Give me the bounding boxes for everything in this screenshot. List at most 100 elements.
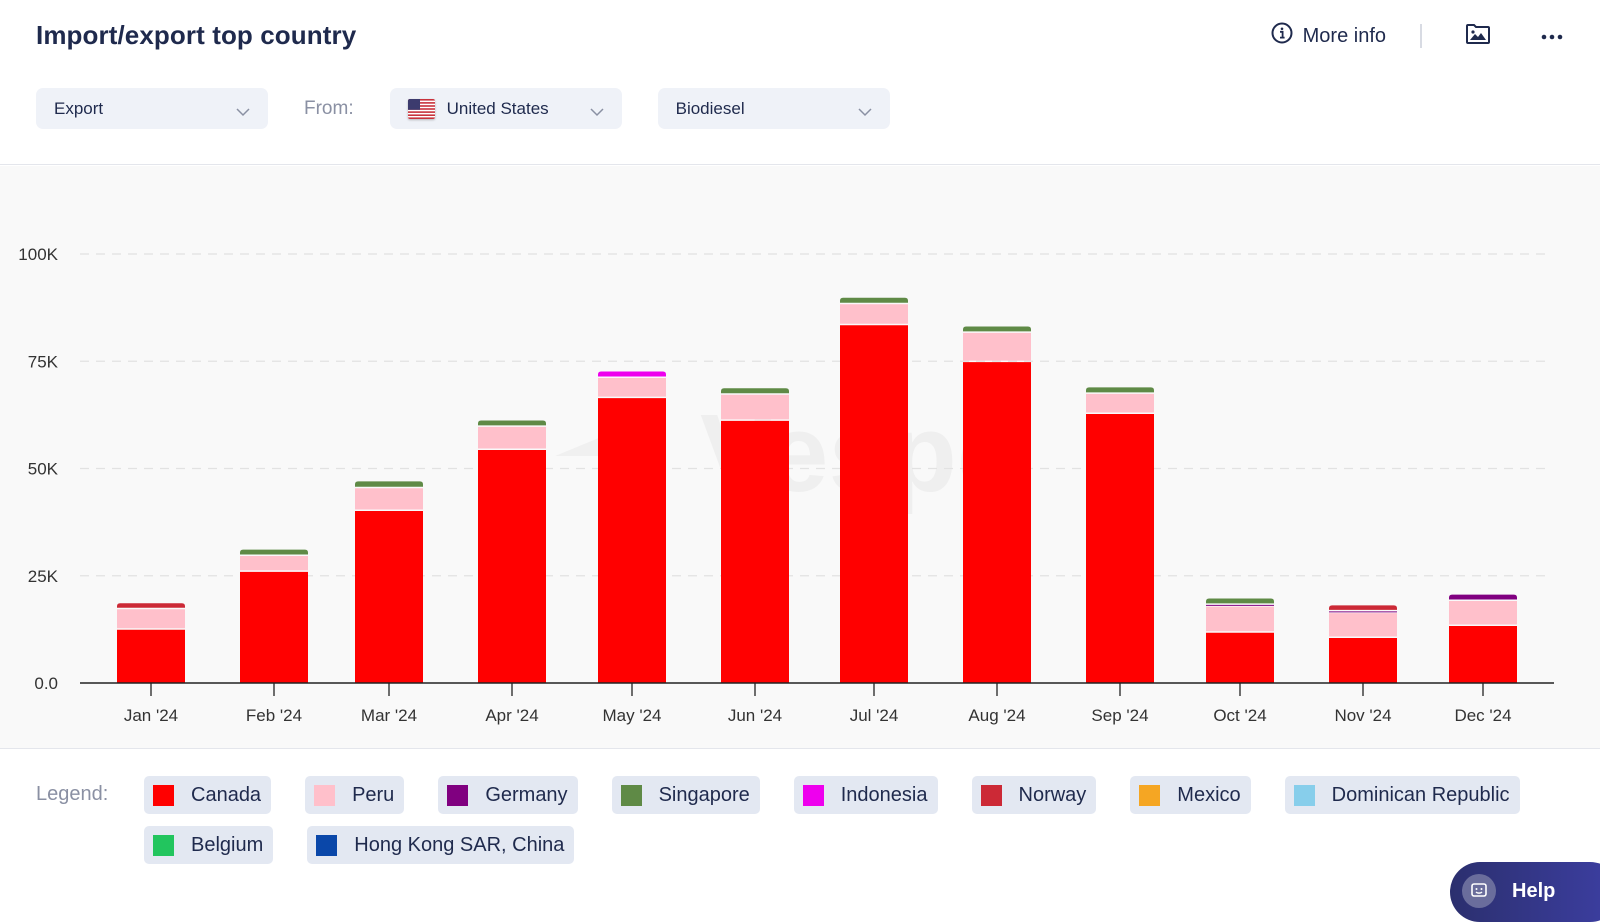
bar-segment — [840, 304, 908, 324]
y-tick-label: 50K — [28, 460, 59, 479]
more-info-button[interactable]: More info — [1271, 22, 1386, 50]
legend-item[interactable]: Peru — [305, 776, 405, 814]
bar-segment — [963, 362, 1031, 683]
legend-swatch — [620, 784, 642, 806]
info-circle-icon — [1271, 22, 1293, 50]
legend-swatch — [314, 784, 336, 806]
bar-segment — [1449, 594, 1517, 600]
bar-segment — [963, 326, 1031, 332]
bar-segment — [1206, 604, 1274, 606]
legend-item[interactable]: Dominican Republic — [1284, 776, 1520, 814]
legend-item[interactable]: Singapore — [611, 776, 760, 814]
x-tick-label: Feb '24 — [246, 706, 302, 725]
filter-bar: Export From: United States Biodiesel — [36, 88, 890, 129]
product-value: Biodiesel — [675, 98, 745, 118]
x-tick-label: May '24 — [603, 706, 662, 725]
export-image-button[interactable] — [1460, 18, 1496, 54]
legend-item-label: Germany — [485, 783, 568, 806]
bar-segment — [240, 571, 308, 683]
bar-segment — [1329, 605, 1397, 610]
bar-segment — [840, 325, 908, 683]
bar-segment — [478, 426, 546, 449]
bar-segment — [1206, 598, 1274, 604]
bar-segment — [721, 388, 789, 394]
more-options-button[interactable] — [1534, 18, 1570, 54]
legend-swatch — [316, 834, 338, 856]
bar-segment — [355, 510, 423, 683]
bar-segment — [1329, 611, 1397, 613]
bar-segment — [117, 603, 185, 608]
y-tick-label: 100K — [18, 245, 58, 264]
bar-segment — [1086, 414, 1154, 683]
legend-item[interactable]: Mexico — [1130, 776, 1251, 814]
bar-segment — [963, 332, 1031, 361]
legend-swatch — [153, 834, 174, 856]
legend-label: Legend: — [36, 783, 109, 805]
bar-segment — [1449, 601, 1517, 625]
chevron-down-icon — [590, 102, 604, 122]
legend-swatch — [1293, 784, 1315, 806]
bar-segment — [721, 420, 789, 683]
legend-item[interactable]: Hong Kong SAR, China — [307, 826, 575, 864]
x-tick-label: Aug '24 — [968, 706, 1025, 725]
legend-item-label: Peru — [352, 783, 395, 806]
bar-segment — [1086, 387, 1154, 393]
bar-segment — [117, 629, 185, 683]
legend-swatch — [802, 784, 824, 806]
legend-item-label: Canada — [191, 783, 262, 806]
legend-item-label: Norway — [1018, 783, 1087, 806]
bar-segment — [355, 481, 423, 487]
legend-items: Canada Peru Germany Singapore Indonesia Norwa… — [144, 776, 1564, 864]
x-tick-label: Mar '24 — [361, 706, 417, 725]
legend-item-label: Mexico — [1177, 783, 1241, 806]
y-tick-label: 75K — [28, 352, 59, 371]
more-info-label: More info — [1302, 24, 1386, 47]
bar-segment — [478, 420, 546, 426]
x-tick-label: Jun '24 — [728, 706, 782, 725]
country-value: United States — [446, 98, 549, 118]
legend-swatch — [1139, 784, 1161, 806]
bar-segment — [1206, 632, 1274, 683]
widget-header: Import/export top country More info Expo… — [0, 0, 1600, 165]
legend-item-label: Indonesia — [840, 783, 928, 806]
x-tick-label: Jul '24 — [850, 706, 899, 725]
bar-segment — [721, 394, 789, 420]
image-folder-icon — [1465, 23, 1491, 50]
from-label: From: — [304, 97, 354, 119]
bar-segment — [240, 549, 308, 555]
bar-segment — [478, 450, 546, 683]
header-actions: More info — [1271, 18, 1570, 54]
chevron-down-icon — [236, 102, 250, 122]
us-flag-icon — [407, 98, 435, 119]
help-button[interactable]: Help — [1450, 862, 1600, 922]
direction-select[interactable]: Export — [36, 88, 268, 129]
legend-item[interactable]: Indonesia — [793, 776, 938, 814]
bar-segment — [598, 377, 666, 397]
bar-segment — [355, 488, 423, 510]
bar-segment — [1206, 606, 1274, 632]
direction-value: Export — [54, 98, 104, 118]
legend-item-label: Dominican Republic — [1331, 783, 1510, 806]
x-tick-label: Oct '24 — [1213, 706, 1266, 725]
legend-swatch — [447, 784, 469, 806]
legend: Legend: Canada Peru Germany Singapore Indone… — [0, 750, 1600, 902]
widget-title: Import/export top country — [36, 20, 357, 50]
bar-segment — [840, 297, 908, 303]
bar-segment — [1086, 393, 1154, 413]
product-select[interactable]: Biodiesel — [657, 88, 890, 129]
bar-segment — [598, 371, 666, 377]
y-tick-label: 25K — [28, 567, 59, 586]
legend-item[interactable]: Belgium — [144, 826, 274, 864]
legend-item-label: Belgium — [191, 833, 264, 856]
legend-item[interactable]: Canada — [144, 776, 272, 814]
country-select[interactable]: United States — [389, 88, 622, 129]
more-horizontal-icon — [1541, 27, 1563, 45]
legend-item[interactable]: Germany — [438, 776, 578, 814]
bar-segment — [1329, 637, 1397, 683]
legend-item-label: Singapore — [658, 783, 750, 806]
chevron-down-icon — [858, 102, 872, 122]
help-label: Help — [1512, 880, 1556, 902]
bar-segment — [1449, 625, 1517, 683]
legend-item[interactable]: Norway — [971, 776, 1097, 814]
